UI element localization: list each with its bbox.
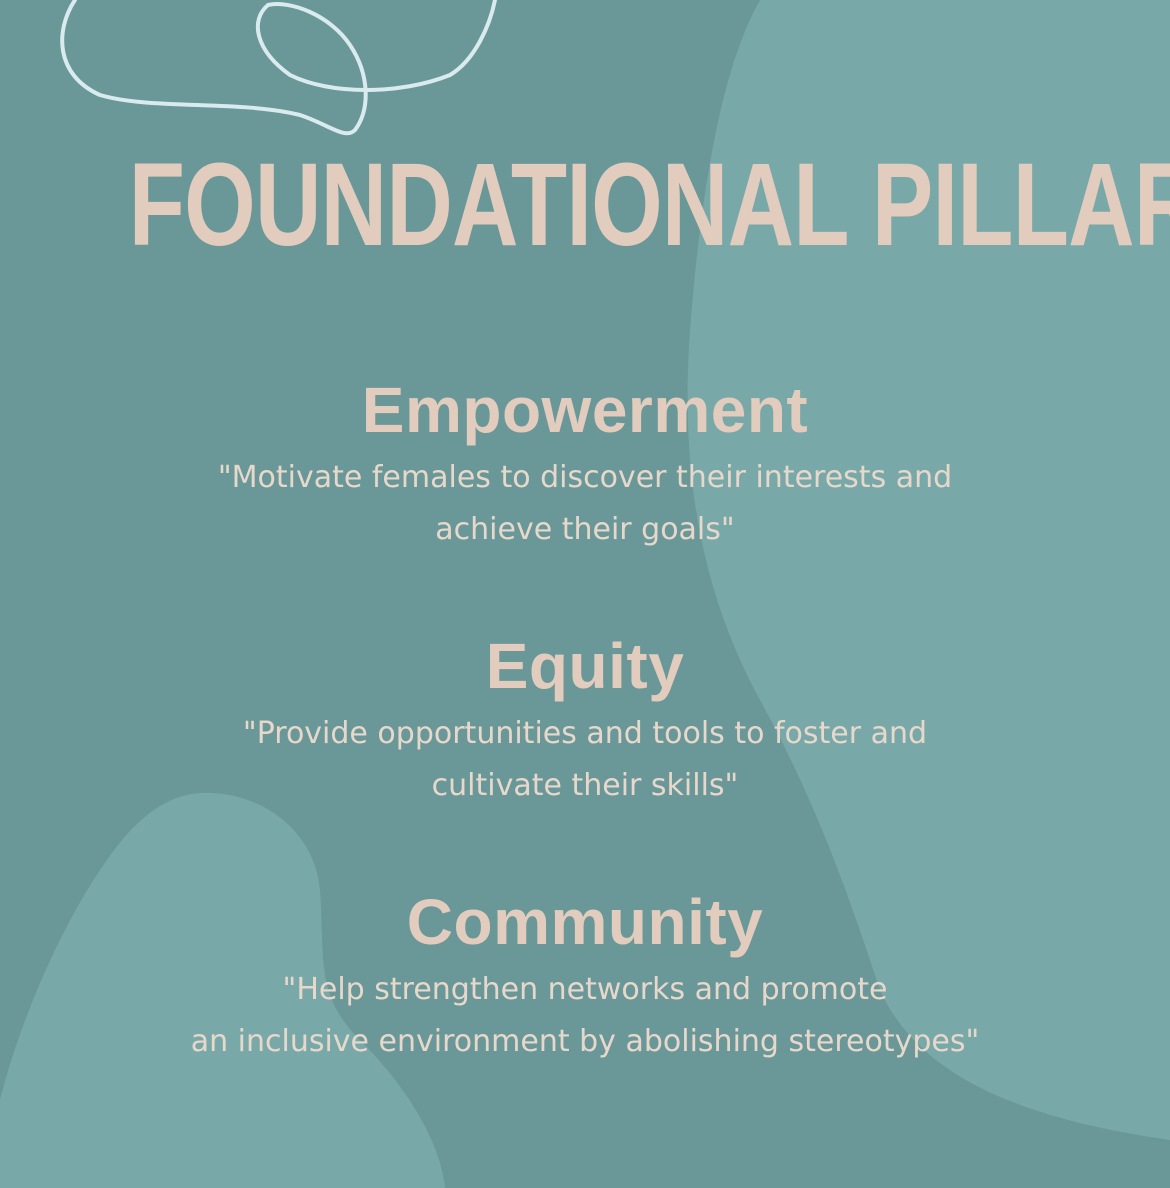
doodle-line-shape bbox=[60, 0, 497, 136]
right-blob-shape bbox=[687, 0, 1170, 1140]
pillar-heading: Community bbox=[406, 886, 764, 958]
pillar-heading: Equity bbox=[485, 630, 685, 702]
pillar-equity: Equity "Provide opportunities and tools … bbox=[0, 628, 1170, 812]
quote-line: cultivate their skills" bbox=[431, 768, 739, 803]
quote-line: an inclusive environment by abolishing s… bbox=[190, 1024, 980, 1059]
quote-line: "Motivate females to discover their inte… bbox=[217, 460, 953, 495]
bottom-left-blob-shape bbox=[0, 792, 445, 1188]
pillar-quote: "Provide opportunities and tools to fost… bbox=[0, 708, 1170, 812]
quote-line: achieve their goals" bbox=[435, 512, 735, 547]
pillar-heading: Empowerment bbox=[361, 374, 809, 446]
quote-line: "Provide opportunities and tools to fost… bbox=[242, 716, 928, 751]
page-title: FOUNDATIONAL PILLARS bbox=[128, 139, 1170, 271]
pillar-empowerment: Empowerment "Motivate females to discove… bbox=[0, 372, 1170, 556]
pillar-quote: "Help strengthen networks and promote an… bbox=[0, 964, 1170, 1068]
pillar-community: Community "Help strengthen networks and … bbox=[0, 884, 1170, 1068]
pillar-quote: "Motivate females to discover their inte… bbox=[0, 452, 1170, 556]
quote-line: "Help strengthen networks and promote bbox=[282, 972, 888, 1007]
